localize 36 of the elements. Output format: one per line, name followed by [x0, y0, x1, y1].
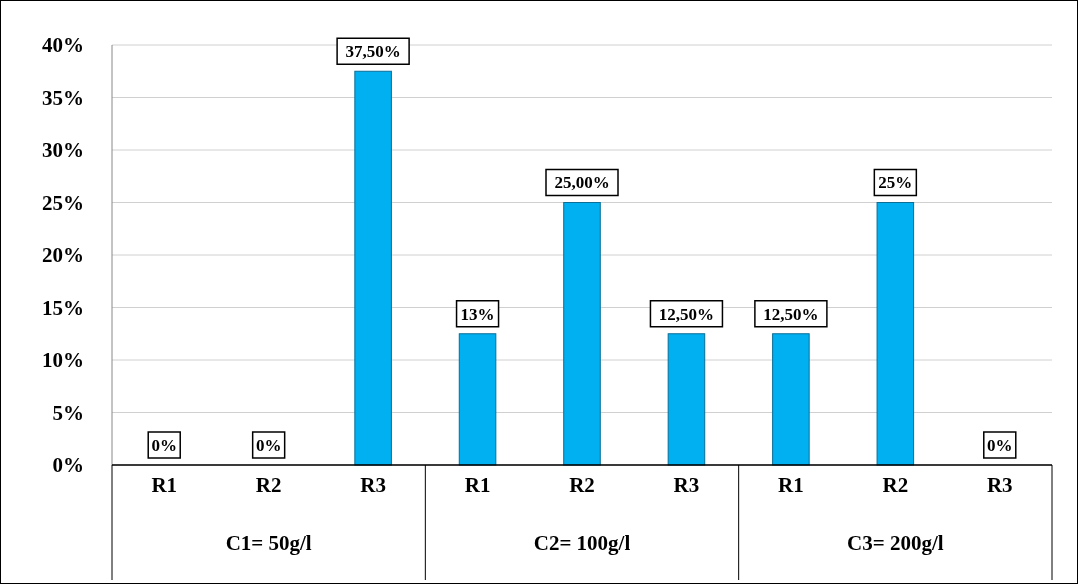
data-label: 0%	[987, 435, 1013, 455]
data-label: 37,50%	[345, 42, 401, 62]
x-tick-label: R2	[569, 473, 595, 498]
y-tick-label: 15%	[42, 295, 84, 320]
x-tick-label: R3	[986, 473, 1013, 498]
bar	[667, 333, 706, 466]
bar	[876, 202, 915, 466]
text: C3= 200g/l	[847, 531, 944, 556]
data-label: 0%	[255, 435, 282, 455]
x-tick-label: R3	[360, 473, 386, 498]
bar	[458, 333, 497, 466]
bar	[772, 333, 810, 466]
x-tick-label: R1	[464, 473, 491, 498]
y-tick-label: 30%	[42, 138, 84, 163]
data-label: 13%	[460, 304, 495, 324]
text: C1= 50g/l	[225, 531, 312, 556]
y-tick-label: 0%	[52, 453, 84, 478]
y-tick-label: 40%	[42, 33, 84, 58]
x-tick-label: R2	[882, 473, 909, 498]
data-label: 0%	[151, 435, 177, 455]
y-tick-label: 20%	[42, 243, 84, 268]
y-tick-label: 10%	[42, 348, 84, 373]
y-tick-label: 35%	[42, 85, 84, 110]
data-label: 25%	[878, 173, 913, 193]
data-label: 25,00%	[554, 173, 610, 193]
bar	[354, 70, 392, 466]
data-label: 12,50%	[658, 304, 715, 324]
x-tick-label: R1	[151, 473, 178, 498]
y-tick-label: 5%	[52, 400, 84, 425]
x-tick-label: R2	[255, 473, 282, 498]
x-tick-label: R3	[673, 473, 700, 498]
data-label: 12,50%	[763, 304, 819, 324]
x-tick-label: R1	[778, 473, 804, 498]
bar	[563, 202, 601, 466]
y-tick-label: 25%	[42, 190, 84, 215]
text: C2= 100g/l	[533, 531, 631, 556]
